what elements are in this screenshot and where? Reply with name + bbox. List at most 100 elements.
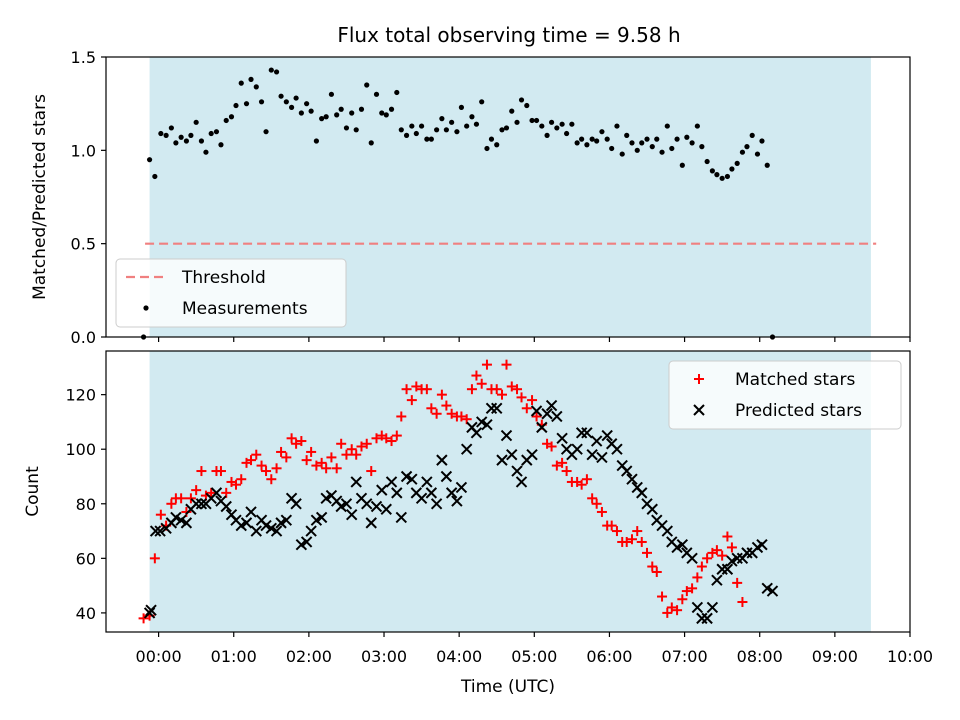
data-point [759, 138, 765, 144]
data-point [636, 487, 648, 499]
x-tick-label: 10:00 [887, 647, 933, 666]
data-point [221, 487, 232, 498]
data-point [353, 127, 359, 133]
legend: Matched stars Predicted stars [668, 360, 902, 430]
data-point [311, 460, 322, 471]
data-point [349, 110, 355, 116]
data-point [331, 463, 342, 474]
data-point [138, 613, 149, 624]
data-point [215, 466, 226, 477]
data-point [341, 449, 352, 460]
data-point [484, 145, 490, 152]
data-point [596, 451, 608, 464]
data-point [551, 410, 563, 423]
x-tick-label: 04:00 [436, 647, 482, 666]
data-point [471, 370, 482, 381]
data-point [152, 173, 158, 180]
data-point [446, 408, 457, 419]
data-point [351, 449, 362, 460]
data-point [649, 144, 655, 150]
data-point [449, 119, 455, 125]
data-point [166, 498, 177, 509]
data-point [461, 414, 472, 425]
data-point [163, 132, 169, 138]
data-point [251, 449, 262, 460]
legend-x-swatch [693, 404, 705, 416]
chart-title: Flux total observing time = 9.58 h [337, 23, 680, 47]
data-point [581, 427, 593, 439]
data-point [178, 134, 184, 140]
data-point [281, 452, 292, 463]
data-point [146, 157, 153, 163]
data-point [258, 99, 265, 105]
data-point [554, 125, 560, 131]
data-point [409, 123, 415, 129]
data-point [313, 138, 319, 144]
data-point [586, 448, 598, 461]
data-point [726, 542, 737, 553]
data-point [206, 487, 217, 498]
data-point [338, 106, 344, 112]
data-point [626, 473, 638, 485]
data-point [544, 132, 550, 138]
data-point [611, 443, 623, 455]
data-point [218, 142, 224, 148]
data-point [145, 604, 157, 616]
data-point [183, 138, 189, 144]
data-point [401, 384, 412, 395]
data-point [290, 498, 302, 510]
data-point [366, 466, 377, 477]
data-point [496, 389, 507, 400]
data-point [443, 127, 449, 133]
data-point [149, 525, 162, 537]
data-point [717, 550, 728, 561]
data-point [545, 399, 558, 412]
data-point [441, 400, 452, 411]
y-axis-label: Matched/Predicted stars [30, 94, 50, 300]
data-point [509, 108, 515, 114]
data-point [395, 511, 408, 524]
data-point [421, 476, 433, 488]
data-point [391, 487, 403, 499]
data-point [210, 487, 223, 499]
data-point [546, 441, 557, 452]
data-point [293, 95, 299, 101]
data-point [321, 463, 332, 474]
data-point [180, 517, 193, 529]
data-point [350, 476, 362, 488]
data-point [681, 586, 692, 597]
data-point [488, 136, 495, 142]
data-point [689, 140, 695, 146]
data-point [754, 151, 761, 157]
data-point [494, 142, 500, 148]
data-point [756, 538, 768, 551]
data-point [639, 140, 645, 146]
x-tick-label: 03:00 [361, 647, 407, 666]
data-point [195, 498, 208, 510]
y-tick-label: 100 [65, 440, 96, 459]
data-point [466, 384, 477, 395]
data-point [460, 443, 473, 455]
data-point [651, 566, 662, 577]
data-point [336, 438, 347, 449]
data-point [749, 132, 755, 138]
data-point [220, 500, 232, 513]
data-point [744, 144, 750, 150]
data-point [440, 470, 453, 483]
data-point [385, 476, 398, 488]
data-point [286, 433, 297, 444]
data-point [319, 116, 325, 122]
x-tick-label: 08:00 [737, 647, 783, 666]
data-point [413, 130, 419, 137]
data-point [391, 430, 402, 441]
x-tick-label: 02:00 [286, 647, 332, 666]
data-point [306, 446, 317, 457]
data-point [691, 601, 704, 614]
data-point [406, 473, 418, 485]
legend-label: Measurements [182, 299, 308, 319]
data-point [714, 172, 720, 178]
data-point [601, 429, 613, 442]
data-point [661, 525, 674, 537]
data-point [621, 465, 633, 477]
